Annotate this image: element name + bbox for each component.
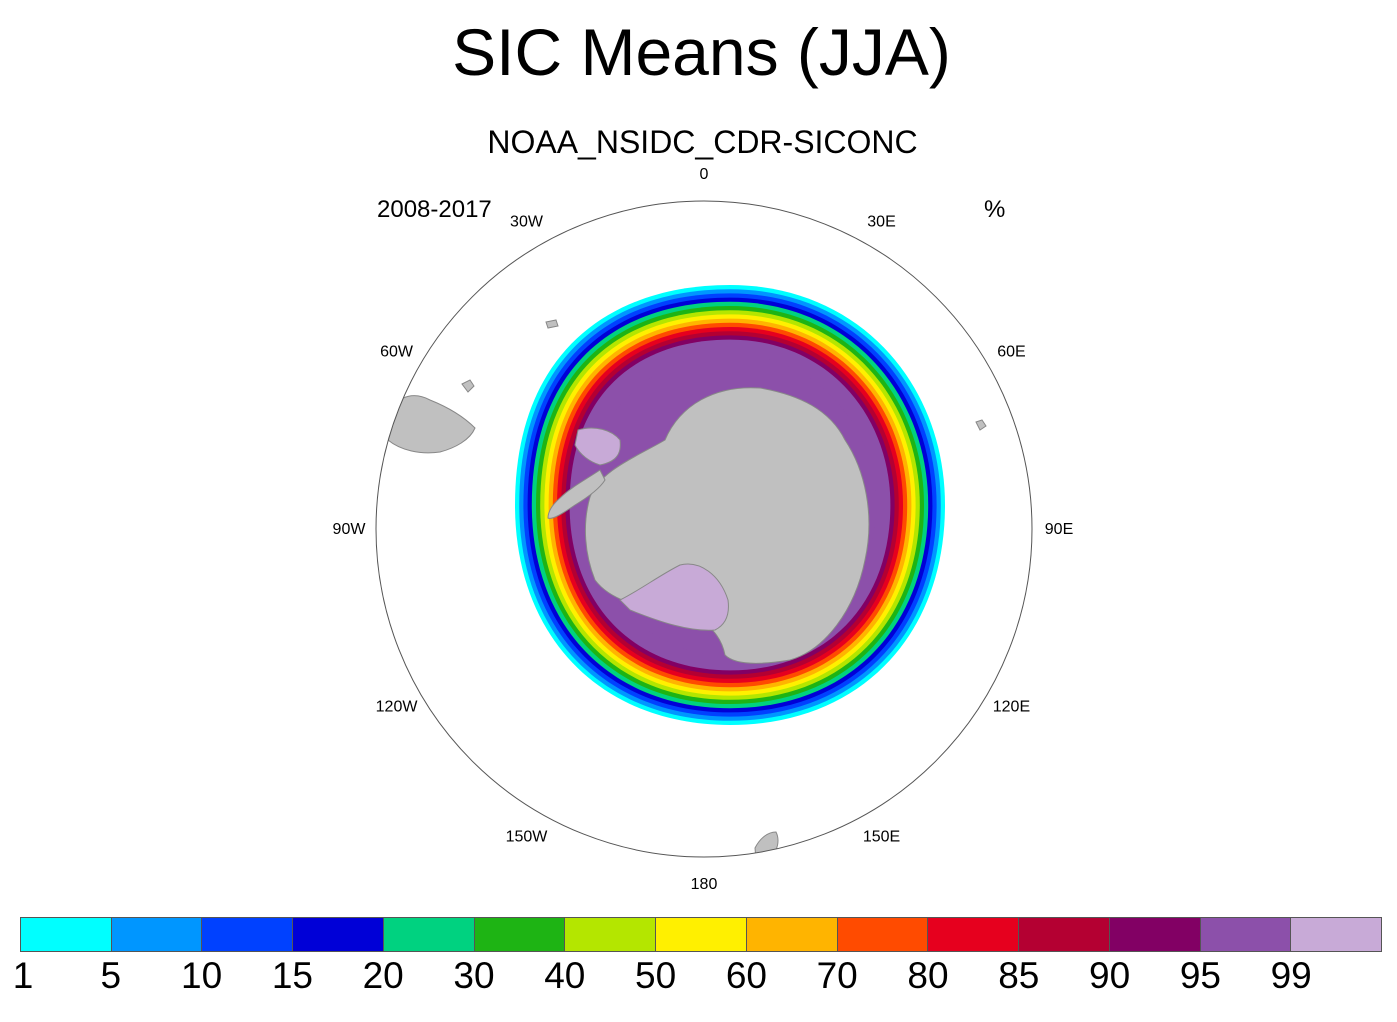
colorbar-swatch — [111, 918, 203, 951]
colorbar-label: 70 — [816, 955, 858, 996]
colorbar-label: 90 — [1089, 955, 1131, 996]
colorbar-swatch — [202, 918, 294, 951]
colorbar-swatch — [1200, 918, 1292, 951]
longitude-label-120e: 120E — [993, 699, 1030, 716]
weddell-ice-shelf — [574, 427, 621, 466]
longitude-label-90w: 90W — [333, 521, 367, 538]
colorbar-label: 20 — [362, 955, 404, 996]
south-america-tip — [387, 395, 476, 454]
colorbar-swatch — [746, 918, 838, 951]
colorbar-swatch — [1019, 918, 1110, 951]
colorbar-label: 99 — [1270, 955, 1312, 996]
colorbar-label: 5 — [100, 955, 122, 996]
map-content — [387, 285, 987, 857]
longitude-label-0: 0 — [700, 166, 709, 183]
colorbar-swatch — [928, 918, 1020, 951]
dataset-subtitle: NOAA_NSIDC_CDR-SICONC — [487, 124, 918, 160]
colorbar-label: 15 — [271, 955, 313, 996]
colorbar-label: 80 — [907, 955, 949, 996]
south-georgia — [545, 319, 559, 329]
colorbar-swatch — [837, 918, 929, 951]
colorbar-label: 40 — [544, 955, 586, 996]
colorbar-label: 1 — [12, 955, 34, 996]
longitude-label-120w: 120W — [376, 699, 419, 716]
colorbar-swatch — [21, 918, 112, 951]
colorbar-label: 60 — [725, 955, 767, 996]
antarctic-peninsula — [547, 469, 606, 519]
longitude-label-90e: 90E — [1045, 521, 1073, 538]
colorbar-swatch — [383, 918, 475, 951]
colorbar-swatch — [474, 918, 566, 951]
colorbar-swatch — [565, 918, 657, 951]
colorbar-swatch — [1291, 918, 1382, 951]
longitude-labels: 0 30E 60E 90E 120E 150E 180 150W 120W 90W 60W 30W — [333, 166, 1074, 893]
longitude-label-30w: 30W — [510, 214, 544, 231]
map-boundary — [375, 200, 1033, 858]
longitude-label-30e: 30E — [867, 214, 895, 231]
colorbar-swatch — [293, 918, 384, 951]
longitude-label-150w: 150W — [506, 828, 549, 845]
ross-ice-shelf — [619, 563, 729, 631]
longitude-label-180: 180 — [691, 876, 718, 893]
colorbar-label: 50 — [635, 955, 677, 996]
time-period-label: 2008-2017 — [377, 196, 492, 223]
kerguelen-island — [975, 419, 987, 431]
colorbar-label: 85 — [998, 955, 1040, 996]
longitude-label-60e: 60E — [997, 344, 1025, 361]
colorbar-label: 10 — [181, 955, 223, 996]
new-zealand-tip — [754, 831, 779, 857]
longitude-label-150e: 150E — [863, 828, 900, 845]
colorbar-label: 30 — [453, 955, 495, 996]
colorbar-label: 95 — [1179, 955, 1221, 996]
colorbar — [20, 917, 1382, 952]
longitude-label-60w: 60W — [380, 344, 414, 361]
colorbar-labels: 1 5 10 15 20 30 40 50 60 70 80 85 90 95 99 — [0, 955, 1397, 1005]
antarctica-landmass — [547, 387, 870, 664]
colorbar-swatch — [1109, 918, 1201, 951]
colorbar-swatch — [656, 918, 747, 951]
units-label: % — [984, 196, 1006, 223]
map-title: SIC Means (JJA) — [452, 15, 951, 89]
falkland-islands — [461, 379, 475, 393]
